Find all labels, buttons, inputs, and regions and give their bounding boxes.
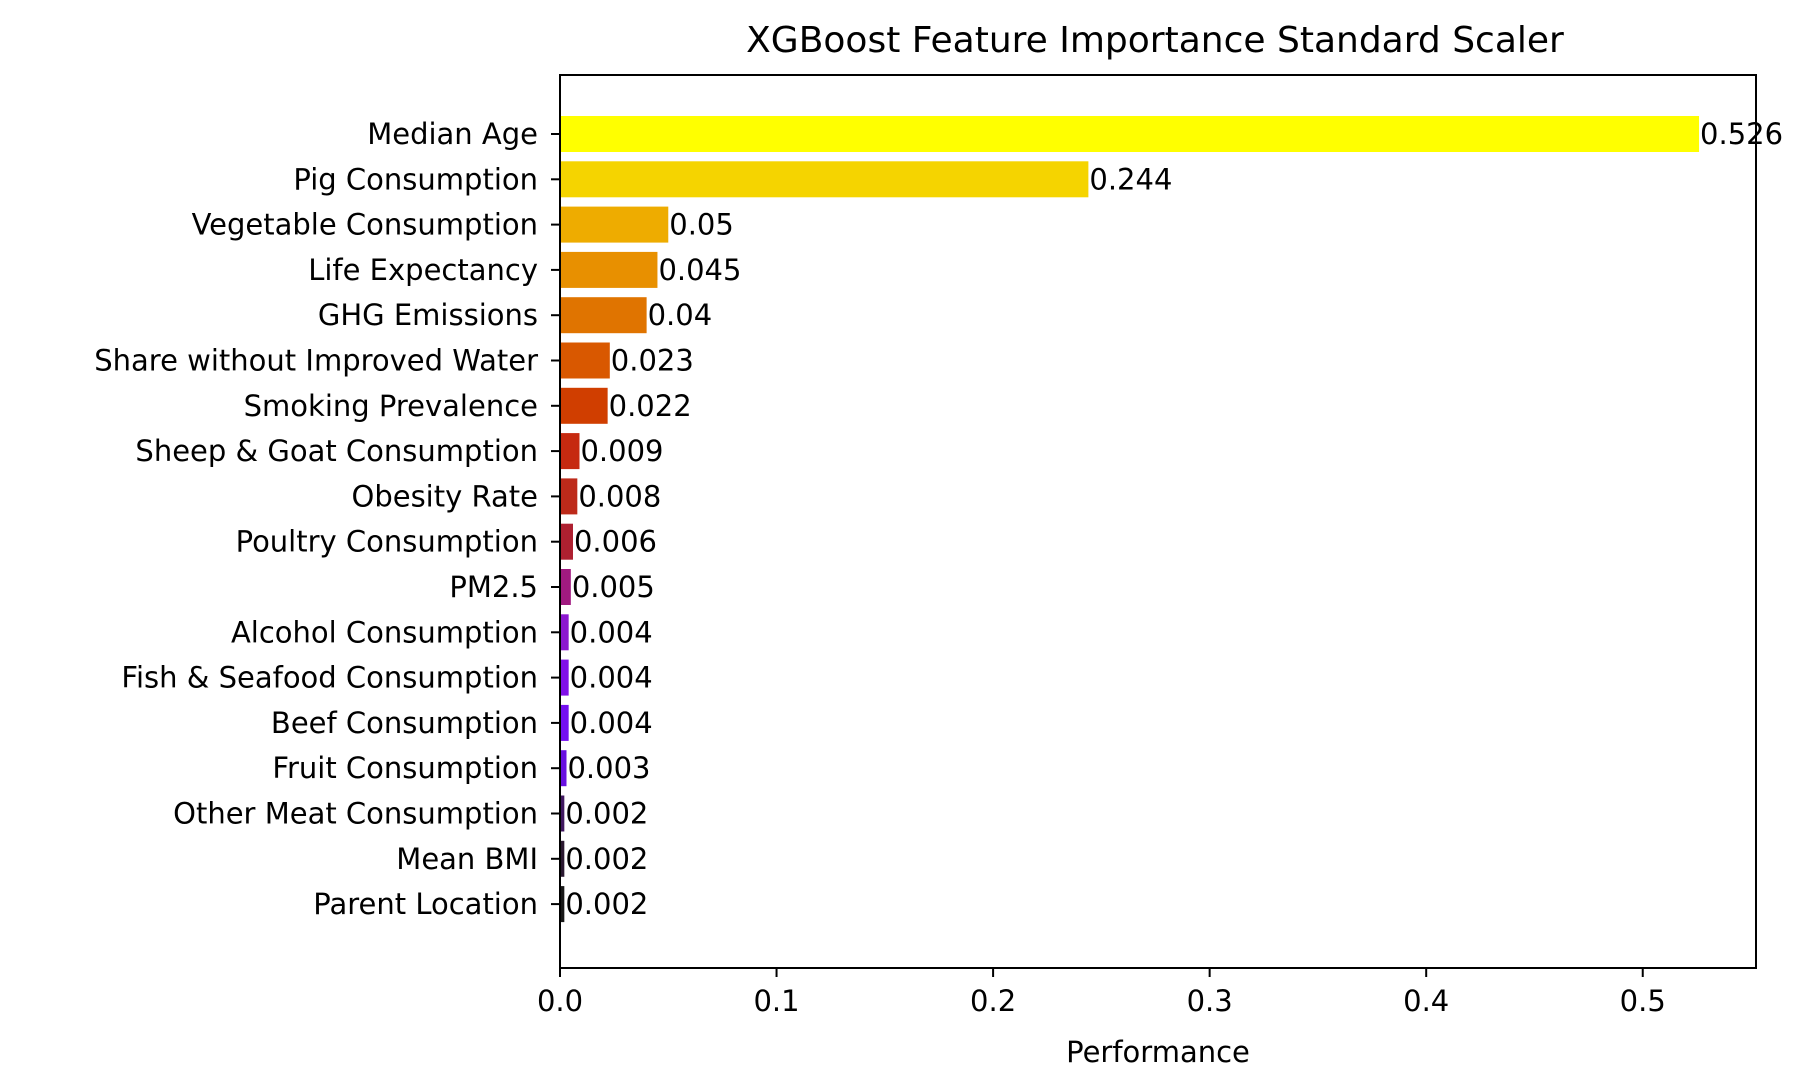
category-label: GHG Emissions (318, 298, 538, 332)
category-label: Life Expectancy (308, 253, 538, 287)
bar (560, 795, 565, 832)
chart-title: XGBoost Feature Importance Standard Scal… (746, 20, 1564, 61)
bar-value-label: 0.005 (572, 570, 655, 604)
category-label-group: Median Age Pig Consumption Vegetable Consu… (94, 117, 560, 921)
bar-value-label: 0.002 (565, 797, 648, 831)
bar (560, 206, 669, 243)
plot-area-frame (559, 74, 1757, 969)
category-label: Pig Consumption (293, 162, 538, 196)
bar (560, 297, 647, 334)
bar-value-label: 0.045 (658, 253, 741, 287)
bar-value-label: 0.006 (574, 525, 657, 559)
bar-value-label: 0.022 (609, 389, 692, 423)
category-label: Share without Improved Water (94, 344, 538, 378)
category-label: Vegetable Consumption (192, 208, 538, 242)
bar-value-label: 0.004 (570, 706, 653, 740)
bar (560, 478, 578, 515)
bar (560, 342, 610, 379)
bar-value-label: 0.004 (570, 615, 653, 649)
bar (560, 886, 565, 923)
bar (560, 659, 569, 696)
bar-value-label: 0.244 (1089, 162, 1172, 196)
category-label: Mean BMI (396, 842, 538, 876)
x-tick-label: 0.2 (970, 984, 1016, 1018)
category-label: Other Meat Consumption (173, 797, 538, 831)
bar (560, 387, 608, 424)
bar-value-label: 0.04 (648, 298, 713, 332)
bar-group (560, 116, 1700, 923)
bar-value-label: 0.526 (1700, 117, 1783, 151)
x-axis-ticks: 0.0 0.1 0.2 0.3 0.4 0.5 (537, 968, 1666, 1018)
bar (560, 251, 658, 288)
category-label: Fruit Consumption (272, 751, 538, 785)
bar-value-label: 0.004 (570, 661, 653, 695)
category-label: Obesity Rate (352, 479, 539, 513)
x-tick-label: 0.3 (1187, 984, 1233, 1018)
bar-value-label: 0.003 (567, 751, 650, 785)
x-tick-label: 0.5 (1620, 984, 1666, 1018)
value-label-group: 0.526 0.244 0.05 0.045 0.04 0.023 0.022 0.009 0.… (565, 117, 1783, 921)
bar (560, 614, 569, 651)
bar-value-label: 0.023 (611, 344, 694, 378)
category-label: Poultry Consumption (236, 525, 538, 559)
category-label: Parent Location (313, 887, 538, 921)
x-tick-label: 0.1 (753, 984, 799, 1018)
bar-value-label: 0.002 (565, 887, 648, 921)
bar-value-label: 0.008 (578, 479, 661, 513)
x-tick-label: 0.4 (1403, 984, 1449, 1018)
category-label: Sheep & Goat Consumption (135, 434, 538, 468)
category-label: Alcohol Consumption (231, 615, 538, 649)
bar (560, 523, 573, 560)
category-label: Fish & Seafood Consumption (121, 661, 538, 695)
bar (560, 704, 569, 741)
bar-value-label: 0.05 (669, 208, 734, 242)
bar-value-label: 0.009 (580, 434, 663, 468)
x-axis-label: Performance (1066, 1035, 1250, 1069)
bar (560, 840, 565, 877)
bar (560, 116, 1700, 152)
bar (560, 161, 1089, 198)
category-label: Smoking Prevalence (244, 389, 538, 423)
x-tick-label: 0.0 (537, 984, 583, 1018)
bar (560, 569, 571, 605)
category-label: PM2.5 (449, 570, 538, 604)
bar-value-label: 0.002 (565, 842, 648, 876)
bar (560, 750, 567, 787)
category-label: Beef Consumption (271, 706, 538, 740)
bar (560, 433, 580, 470)
category-label: Median Age (367, 117, 538, 151)
